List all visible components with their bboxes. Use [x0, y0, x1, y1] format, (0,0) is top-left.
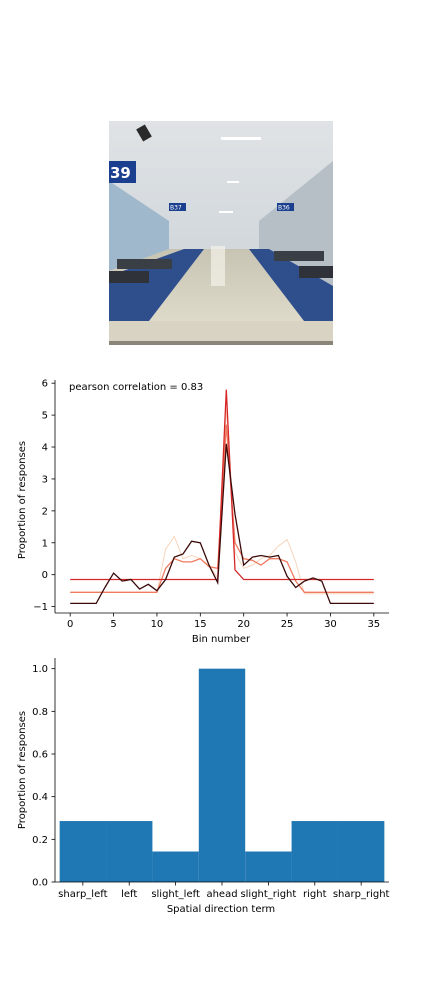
- correlation-annotation: pearson correlation = 0.83: [69, 382, 203, 393]
- bar-y-tick-label: 0.4: [32, 792, 48, 803]
- line-y-tick-label: 6: [42, 379, 48, 390]
- gate-label-right: B36: [278, 205, 290, 212]
- line-y-tick-label: 1: [42, 538, 48, 549]
- airport-terminal-photo: 39 B37 B36: [109, 121, 333, 345]
- line-x-tick-label: 30: [324, 619, 337, 630]
- line-y-ticks: −1 0 1 2 3 4 5 6: [33, 379, 55, 613]
- bar-x-tick-label: ahead: [206, 889, 237, 900]
- bar-x-tick-label: right: [303, 889, 327, 900]
- bar-x-tick-label: slight_left: [151, 889, 200, 900]
- line-series-group: [70, 389, 374, 605]
- bar-y-tick-label: 0.0: [32, 878, 48, 889]
- bar-y-tick-label: 0.6: [32, 750, 48, 761]
- bar-ahead: [198, 668, 246, 882]
- bar-y-ticks: 0.0 0.2 0.4 0.6 0.8 1.0: [32, 664, 55, 889]
- bar-sharp_right: [337, 821, 385, 882]
- line-y-tick-label: −1: [33, 602, 48, 613]
- gate-label-left: B37: [170, 205, 182, 212]
- line-y-tick-label: 4: [42, 443, 48, 454]
- bar-x-tick-label: sharp_right: [333, 889, 390, 900]
- line-y-tick-label: 2: [42, 506, 48, 517]
- bar-x-ticks: sharp_left left slight_left ahead slight_rig…: [58, 882, 390, 900]
- line-x-ticks: 0 5 10 15 20 25 30 35: [67, 613, 380, 630]
- bar-y-tick-label: 1.0: [32, 664, 48, 675]
- bar-x-tick-label: left: [121, 889, 137, 900]
- line-chart: pearson correlation = 0.83 0 5 10 15 20 25 30 3…: [17, 379, 389, 645]
- line-x-tick-label: 5: [110, 619, 116, 630]
- bar-x-tick-label: slight_right: [240, 889, 296, 900]
- line-x-tick-label: 25: [281, 619, 294, 630]
- line-x-tick-label: 35: [367, 619, 380, 630]
- bar-x-tick-label: sharp_left: [58, 889, 107, 900]
- bar-slight_left: [152, 851, 199, 882]
- bars-group: [59, 668, 385, 882]
- bar-slight_right: [245, 851, 292, 882]
- bar-chart: sharp_left left slight_left ahead slight_rig…: [17, 658, 390, 915]
- line-x-tick-label: 20: [237, 619, 250, 630]
- bar-y-tick-label: 0.8: [32, 707, 48, 718]
- line-x-tick-label: 0: [67, 619, 73, 630]
- line-series-2: [70, 389, 374, 581]
- line-y-tick-label: 0: [42, 570, 48, 581]
- line-series-3: [70, 443, 374, 605]
- line-y-tick-label: 3: [42, 474, 48, 485]
- bar-y-tick-label: 0.2: [32, 835, 48, 846]
- line-x-tick-label: 15: [194, 619, 207, 630]
- bar-y-axis-label: Proportion of responses: [17, 711, 28, 829]
- gate-sign-text: 39: [110, 164, 131, 182]
- line-y-axis-label: Proportion of responses: [17, 441, 28, 559]
- line-x-axis-label: Bin number: [192, 634, 251, 645]
- bar-left: [106, 821, 153, 882]
- line-y-tick-label: 5: [42, 411, 48, 422]
- line-x-tick-label: 10: [151, 619, 164, 630]
- bar-x-axis-label: Spatial direction term: [167, 904, 275, 915]
- bar-right: [291, 821, 338, 882]
- bar-sharp_left: [59, 821, 107, 882]
